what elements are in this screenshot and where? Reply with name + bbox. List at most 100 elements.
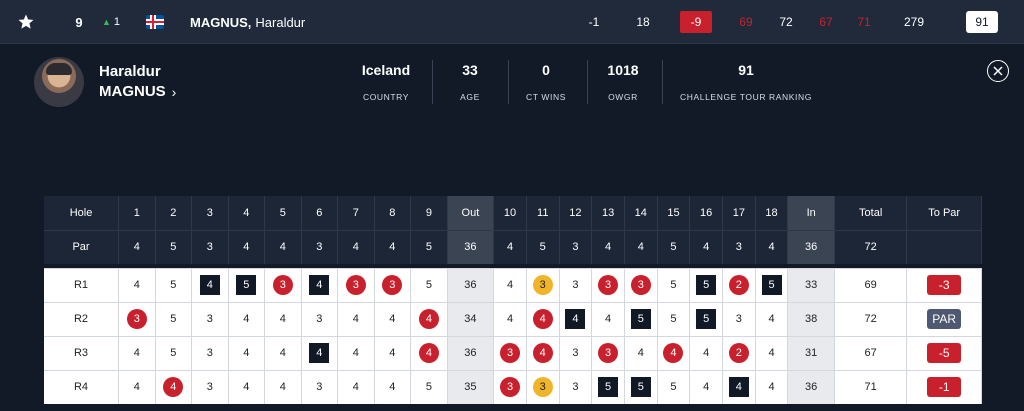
score-birdie: 4	[163, 377, 184, 398]
score-par: 5	[425, 381, 432, 394]
hole-number: 6	[301, 196, 339, 230]
hole-score: 4	[374, 369, 412, 404]
score-birdie: 4	[418, 309, 439, 329]
hole-score: 3	[118, 301, 156, 336]
close-button[interactable]	[987, 60, 1009, 82]
hole-score: 4	[118, 369, 156, 404]
score-birdie: 4	[532, 343, 553, 363]
hole-number: 2	[155, 196, 193, 230]
hole-number: 15	[657, 196, 691, 230]
hole-par: 4	[374, 229, 412, 264]
hole-score: 4	[301, 267, 339, 302]
to-par-label: To Par	[906, 196, 982, 230]
holes-played: 18	[636, 15, 650, 29]
hole-score: 5	[155, 267, 193, 302]
hole-score: 4	[301, 335, 339, 370]
round-in: 36	[787, 369, 835, 404]
par-row: Par 4 5 3 4 4 3 4 4 5 36 4 5 3 4 4 5 4 3 4 36 72	[44, 229, 982, 264]
hole-score: 4	[410, 335, 448, 370]
hole-par: 3	[559, 229, 593, 264]
close-icon	[993, 66, 1003, 76]
score-par: 4	[243, 347, 250, 359]
stat-ct-ranking: 91 CHALLENGE TOUR RANKING	[676, 62, 816, 102]
round-total: 69	[834, 267, 908, 302]
hole-score: 4	[689, 369, 724, 404]
round-in: 38	[787, 301, 835, 336]
divider	[508, 60, 509, 104]
hole-number: 11	[526, 196, 560, 230]
hole-score: 3	[559, 369, 593, 404]
profile-last-name-link[interactable]: MAGNUS ›	[99, 83, 176, 100]
hole-number: 9	[410, 196, 448, 230]
hole-number: 3	[191, 196, 229, 230]
player-first-name: Haraldur	[255, 14, 306, 30]
score-par: 5	[425, 279, 432, 291]
hole-par: 3	[722, 229, 756, 264]
position-movement: ▲ 1	[98, 0, 124, 44]
score-bogey: 4	[199, 275, 220, 295]
scorecard-table: Hole 1 2 3 4 5 6 7 8 9 Out 10 11 12 13 14 15 16 17 18 In Tota…	[44, 196, 982, 404]
hole-score: 3	[526, 369, 560, 404]
stat-ct-wins: 0 CT WINS	[522, 62, 570, 102]
hole-score: 5	[657, 267, 691, 302]
score-birdie: 3	[126, 309, 147, 329]
hole-number: 18	[755, 196, 789, 230]
score-par: 4	[703, 347, 710, 359]
stat-value: 0	[542, 62, 550, 78]
score-birdie: 3	[598, 275, 619, 295]
score-eagle: 3	[532, 275, 553, 295]
hole-score: 4	[191, 267, 229, 302]
round-to-par: -1	[906, 369, 982, 404]
ranking: 91	[966, 0, 998, 44]
round-row: R1 4 5 4 5 3 4 3 3 5 36 4 3 3 3 3 5 5 2 5 33 69 -3	[44, 267, 982, 302]
hole-score: 3	[559, 335, 593, 370]
stat-label: OWGR	[608, 92, 638, 102]
round-out: 35	[447, 369, 495, 404]
score-bogey: 5	[236, 275, 257, 295]
score-par: 4	[768, 347, 775, 359]
score-par: 4	[133, 279, 140, 291]
hole-score: 5	[689, 301, 724, 336]
stat-owgr: 1018 OWGR	[600, 62, 646, 102]
score-par: 4	[133, 347, 140, 359]
hole-number: 8	[374, 196, 412, 230]
hole-label: Hole	[44, 196, 119, 230]
hole-score: 4	[755, 335, 789, 370]
ranking-badge: 91	[966, 11, 998, 33]
score-par: 5	[170, 313, 177, 325]
hole-par: 5	[410, 229, 448, 264]
round-to-par: -3	[906, 267, 982, 302]
hole-score: 5	[410, 267, 448, 302]
hole-score: 3	[526, 267, 560, 302]
hole-score: 5	[755, 267, 789, 302]
hole-header-row: Hole 1 2 3 4 5 6 7 8 9 Out 10 11 12 13 14 15 16 17 18 In Tota…	[44, 196, 982, 230]
score-birdie: 3	[630, 275, 651, 295]
score-birdie: 3	[345, 275, 366, 295]
in-label: In	[787, 196, 835, 230]
score-par: 4	[389, 381, 396, 394]
score-bogey: 5	[630, 309, 651, 329]
score-par: 4	[637, 347, 644, 359]
round-2-score: 72	[779, 15, 793, 29]
round-in: 31	[787, 335, 835, 370]
score-bogey: 4	[565, 309, 586, 329]
score-par: 5	[170, 279, 177, 291]
hole-score: 4	[228, 301, 266, 336]
hole-par: 3	[301, 229, 339, 264]
round-row: R3 4 5 3 4 4 4 4 4 4 36 3 4 3 3 4 4 4 2 4 31 67 -5	[44, 335, 982, 370]
round-4-score: 71	[857, 15, 871, 29]
score-par: 4	[243, 313, 250, 325]
hole-number: 7	[337, 196, 375, 230]
hole-score: 3	[374, 267, 412, 302]
score-par: 3	[572, 381, 579, 394]
favorite-star-icon[interactable]	[15, 0, 37, 44]
hole-score: 4	[624, 335, 658, 370]
score-par: 4	[768, 381, 775, 394]
leaderboard-row[interactable]: 9 ▲ 1 MAGNUS, Haraldur -1 18 -9 69 72 67…	[0, 0, 1024, 44]
hole-score: 4	[337, 369, 375, 404]
hole-score: 3	[722, 301, 756, 336]
round-label: R4	[44, 369, 119, 404]
score-birdie: 3	[272, 275, 293, 295]
hole-number: 5	[264, 196, 302, 230]
player-name[interactable]: MAGNUS, Haraldur	[190, 0, 305, 44]
